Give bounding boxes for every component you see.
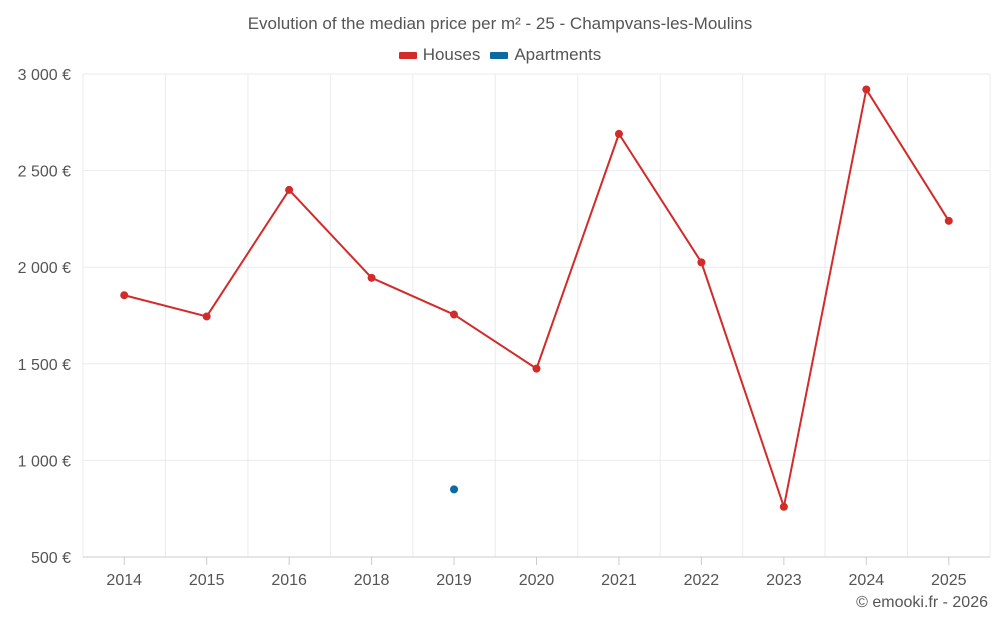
- y-tick-label: 1 500 €: [18, 357, 71, 374]
- series: [120, 85, 953, 511]
- x-tick-label: 2021: [601, 572, 637, 589]
- x-tick-label: 2023: [766, 572, 802, 589]
- y-tick-label: 3 000 €: [18, 67, 71, 84]
- x-tick-label: 2014: [106, 572, 142, 589]
- data-point-houses: [450, 310, 459, 319]
- legend-swatch-apartments: [490, 51, 509, 59]
- data-point-houses: [614, 129, 623, 138]
- y-tick-label: 2 000 €: [18, 260, 71, 277]
- x-tick-label: 2016: [271, 572, 307, 589]
- data-point-houses: [779, 502, 788, 511]
- legend-item-houses[interactable]: Houses: [398, 45, 481, 65]
- data-point-apartments: [450, 485, 459, 494]
- x-tick-label: 2015: [189, 572, 225, 589]
- data-point-houses: [944, 216, 953, 225]
- x-tick-label: 2025: [931, 572, 967, 589]
- data-point-houses: [120, 291, 129, 300]
- legend-swatch-houses: [398, 51, 417, 59]
- data-point-houses: [532, 364, 541, 373]
- x-tick-label: 2019: [436, 572, 472, 589]
- chart-title: Evolution of the median price per m² - 2…: [247, 14, 753, 33]
- x-tick-label: 2020: [519, 572, 555, 589]
- x-tick-label: 2024: [849, 572, 885, 589]
- data-point-houses: [697, 258, 706, 267]
- data-point-houses: [285, 185, 294, 194]
- legend-label-houses: Houses: [422, 45, 481, 64]
- x-tick-label: 2022: [684, 572, 720, 589]
- data-point-houses: [862, 85, 871, 94]
- legend: Houses Apartments: [0, 45, 1000, 65]
- x-tick-label: 2018: [354, 572, 390, 589]
- legend-item-apartments[interactable]: Apartments: [490, 45, 601, 65]
- y-tick-label: 500 €: [31, 550, 71, 567]
- credit-text: © emooki.fr - 2026: [856, 594, 988, 611]
- y-tick-label: 1 000 €: [18, 453, 71, 470]
- data-point-houses: [202, 312, 211, 321]
- legend-label-apartments: Apartments: [514, 45, 602, 64]
- grid: [82, 73, 991, 557]
- data-point-houses: [367, 273, 376, 282]
- axes: 500 € 1 000 € 1 500 € 2 000 € 2 500 € 3 000 €…: [18, 67, 990, 589]
- y-tick-label: 2 500 €: [18, 164, 71, 181]
